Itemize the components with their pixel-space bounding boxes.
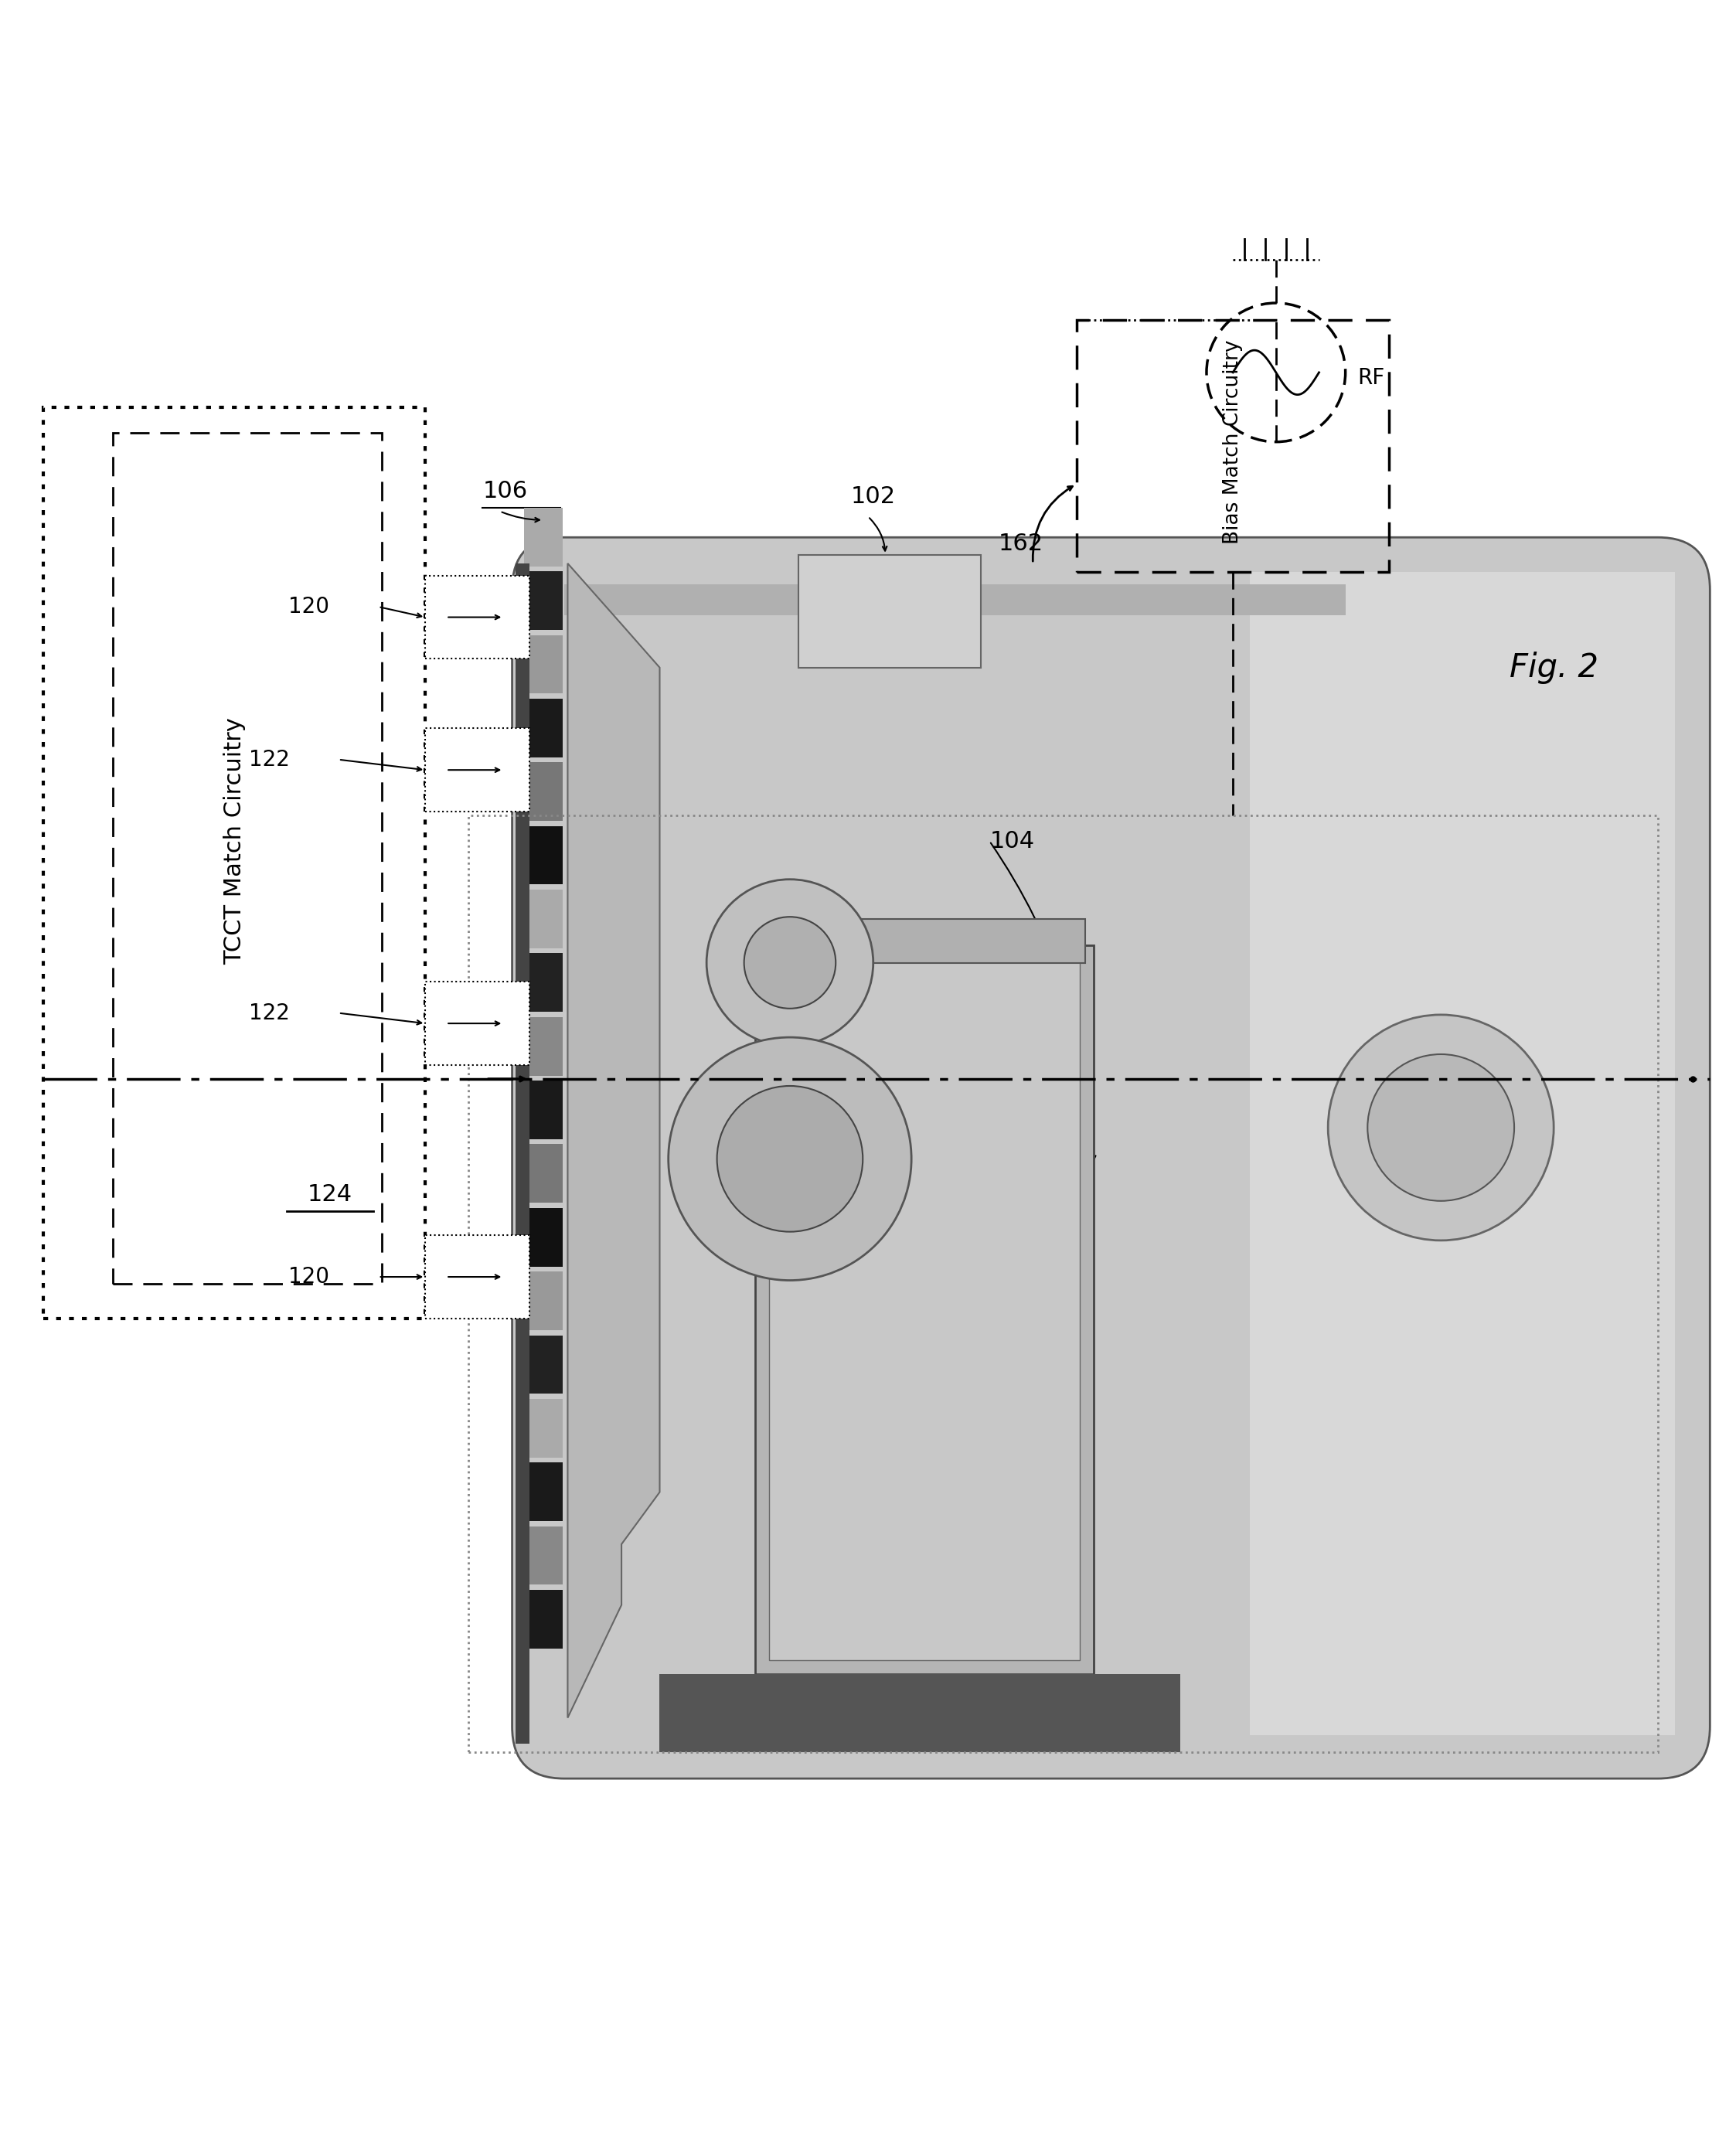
Bar <box>524 1017 562 1076</box>
Bar <box>524 508 562 566</box>
Bar <box>524 1271 562 1329</box>
Bar <box>524 1527 562 1585</box>
Text: 120: 120 <box>288 1267 330 1288</box>
Text: 122: 122 <box>248 749 290 770</box>
Circle shape <box>745 916 835 1009</box>
Bar <box>755 944 1094 1673</box>
Bar <box>524 891 562 949</box>
Text: RF: RF <box>1358 368 1385 389</box>
Text: 104: 104 <box>990 830 1035 852</box>
Bar <box>524 699 562 757</box>
Bar <box>524 1080 562 1140</box>
Bar <box>524 1398 562 1458</box>
Bar <box>425 1235 529 1319</box>
Bar <box>564 585 1345 615</box>
Circle shape <box>1328 1015 1554 1241</box>
Bar <box>660 1673 1180 1753</box>
Bar <box>113 432 382 1284</box>
Text: TCCT Match Circuitry: TCCT Match Circuitry <box>224 718 245 966</box>
Text: Fig. 2: Fig. 2 <box>1509 652 1599 684</box>
Bar <box>524 635 562 693</box>
Bar <box>524 826 562 884</box>
Bar <box>769 959 1080 1661</box>
Bar <box>524 1336 562 1394</box>
Bar <box>425 576 529 658</box>
Text: 162: 162 <box>998 531 1043 555</box>
Bar <box>1076 320 1389 572</box>
FancyBboxPatch shape <box>512 538 1710 1779</box>
Bar <box>469 815 1658 1753</box>
Text: 102: 102 <box>851 486 896 508</box>
Bar <box>524 572 562 630</box>
Bar <box>1250 572 1675 1736</box>
Bar <box>516 564 529 1744</box>
Circle shape <box>707 880 873 1045</box>
Bar <box>524 1463 562 1521</box>
Circle shape <box>668 1037 911 1280</box>
Bar <box>524 761 562 822</box>
Bar <box>425 729 529 811</box>
Text: 122: 122 <box>248 1002 290 1024</box>
Bar <box>799 555 981 667</box>
Text: 124: 124 <box>307 1183 352 1207</box>
Bar <box>764 918 1085 964</box>
Bar <box>425 981 529 1065</box>
Bar <box>43 407 425 1319</box>
Text: 120: 120 <box>288 596 330 617</box>
Bar <box>524 1209 562 1267</box>
Polygon shape <box>568 564 660 1719</box>
Bar <box>524 555 1684 1753</box>
Bar <box>524 1144 562 1202</box>
Circle shape <box>717 1086 863 1233</box>
Bar <box>524 953 562 1011</box>
Text: Bias Match Circuitry: Bias Match Circuitry <box>1222 340 1243 544</box>
Text: 106: 106 <box>483 480 528 503</box>
Circle shape <box>1368 1054 1514 1200</box>
Bar <box>524 1590 562 1648</box>
